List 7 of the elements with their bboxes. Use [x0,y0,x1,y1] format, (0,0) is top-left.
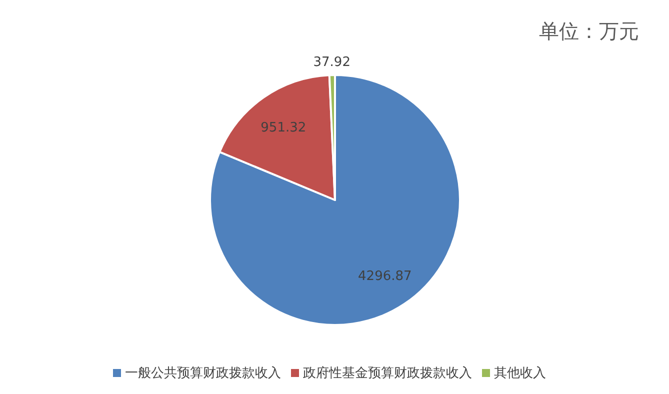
data-label: 951.32 [260,120,306,136]
text: 单位：万元 [539,19,639,43]
data-label: 4296.87 [358,268,412,284]
legend-label: 一般公共预算财政拨款收入 [125,366,281,381]
legend-label: 其他收入 [494,366,546,381]
legend-label: 政府性基金预算财政拨款收入 [303,365,472,381]
data-label: 37.92 [313,55,350,70]
